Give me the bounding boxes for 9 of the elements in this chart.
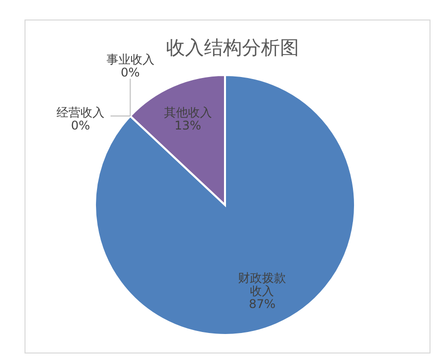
- data-label: 13%: [174, 118, 202, 133]
- category-label: 事业收入: [106, 52, 154, 67]
- slice-label: 财政拨款收入: [238, 270, 286, 298]
- text: 0%: [120, 66, 140, 80]
- legend-label: 经营收入: [56, 106, 105, 120]
- data-label: 87%: [248, 296, 276, 311]
- text: 0%: [71, 118, 90, 133]
- slice-label: 其他收入: [164, 106, 212, 120]
- chart-title: 收入结构分析图: [166, 37, 299, 59]
